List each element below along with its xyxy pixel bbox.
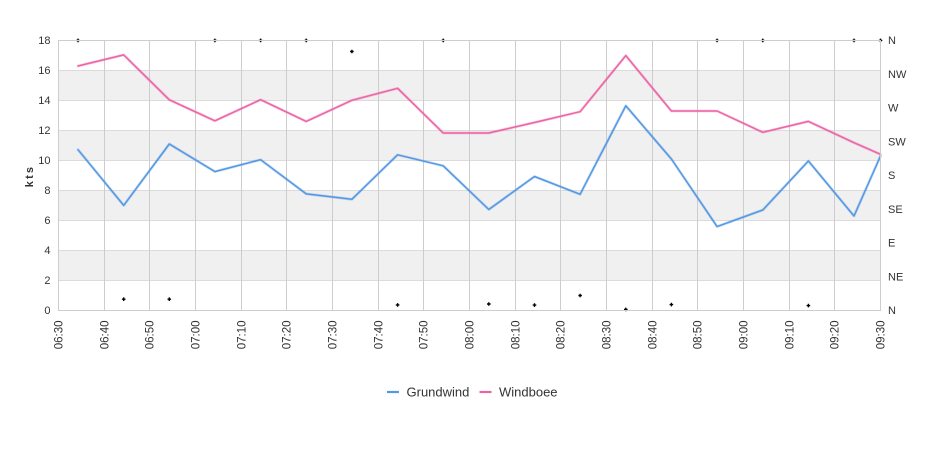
svg-text:06:50: 06:50	[145, 321, 157, 350]
svg-text:16: 16	[38, 65, 50, 77]
svg-text:4: 4	[44, 245, 50, 257]
svg-text:NE: NE	[888, 271, 903, 283]
svg-text:08:50: 08:50	[693, 321, 705, 350]
svg-text:07:40: 07:40	[374, 321, 386, 350]
svg-text:kts: kts	[24, 165, 36, 188]
svg-text:E: E	[888, 238, 895, 250]
svg-text:07:30: 07:30	[328, 321, 340, 350]
svg-text:09:00: 09:00	[739, 321, 751, 350]
svg-text:09:20: 09:20	[830, 321, 842, 350]
svg-text:08:20: 08:20	[556, 321, 568, 350]
svg-text:08:10: 08:10	[511, 321, 523, 350]
svg-text:14: 14	[38, 95, 50, 107]
svg-text:06:30: 06:30	[54, 321, 66, 350]
svg-text:06:40: 06:40	[100, 321, 112, 350]
svg-text:07:00: 07:00	[191, 321, 203, 350]
svg-text:SW: SW	[888, 136, 906, 148]
svg-text:Windboee: Windboee	[499, 385, 558, 400]
svg-text:08:40: 08:40	[648, 321, 660, 350]
svg-text:07:50: 07:50	[419, 321, 431, 350]
svg-text:12: 12	[38, 125, 50, 137]
svg-text:08:30: 08:30	[602, 321, 614, 350]
svg-text:18: 18	[38, 35, 50, 47]
svg-text:09:10: 09:10	[785, 321, 797, 350]
svg-text:S: S	[888, 170, 895, 182]
svg-text:10: 10	[38, 155, 50, 167]
svg-text:W: W	[888, 103, 899, 115]
svg-text:N: N	[888, 305, 896, 317]
svg-text:09:30: 09:30	[876, 321, 888, 350]
svg-text:8: 8	[44, 185, 50, 197]
svg-text:07:20: 07:20	[282, 321, 294, 350]
svg-text:2: 2	[44, 275, 50, 287]
svg-text:SE: SE	[888, 204, 903, 216]
svg-text:Grundwind: Grundwind	[407, 385, 470, 400]
svg-text:0: 0	[44, 305, 50, 317]
svg-text:6: 6	[44, 215, 50, 227]
svg-text:08:00: 08:00	[465, 321, 477, 350]
svg-text:NW: NW	[888, 69, 907, 81]
svg-text:N: N	[888, 35, 896, 47]
svg-text:07:10: 07:10	[237, 321, 249, 350]
